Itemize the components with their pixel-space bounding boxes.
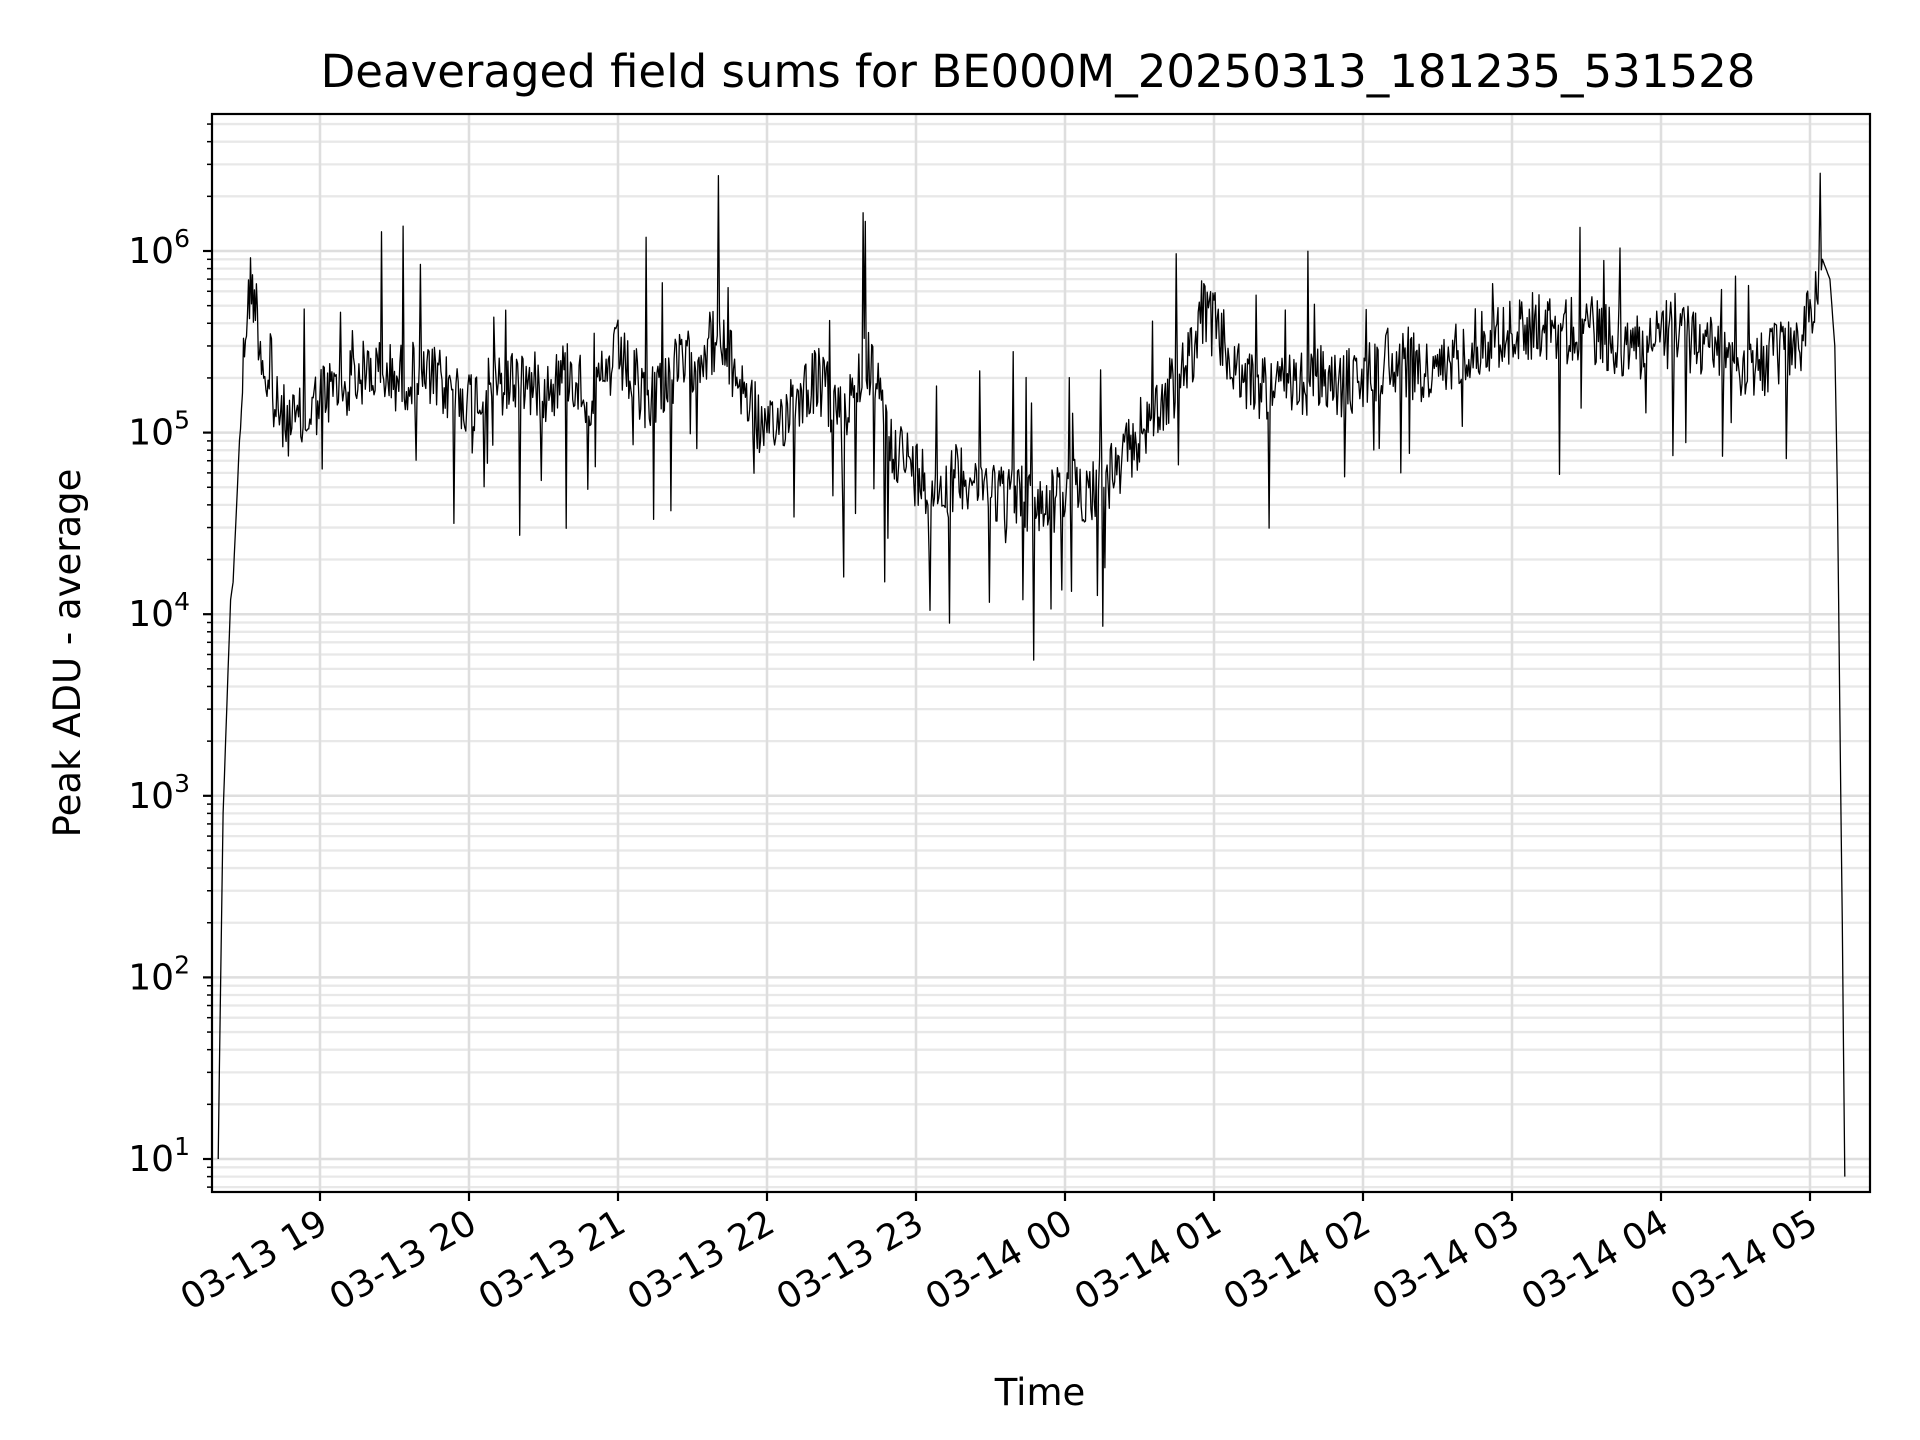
y-tick-label: 102 (128, 950, 190, 998)
y-axis-label: Peak ADU - average (46, 469, 89, 838)
plot-area (212, 114, 1870, 1192)
y-tick-label: 104 (128, 587, 190, 635)
plot-frame (210, 112, 1872, 1194)
y-tick-label: 103 (128, 769, 190, 817)
series-line (217, 172, 1846, 1177)
grid (212, 114, 1870, 1192)
y-tick-label: 106 (128, 224, 190, 272)
chart-title: Deaveraged field sums for BE000M_2025031… (321, 45, 1756, 98)
series-layer (217, 172, 1846, 1177)
x-axis-label: Time (994, 1371, 1086, 1414)
y-tick-label: 105 (128, 406, 190, 454)
y-tick-label: 101 (128, 1132, 190, 1180)
